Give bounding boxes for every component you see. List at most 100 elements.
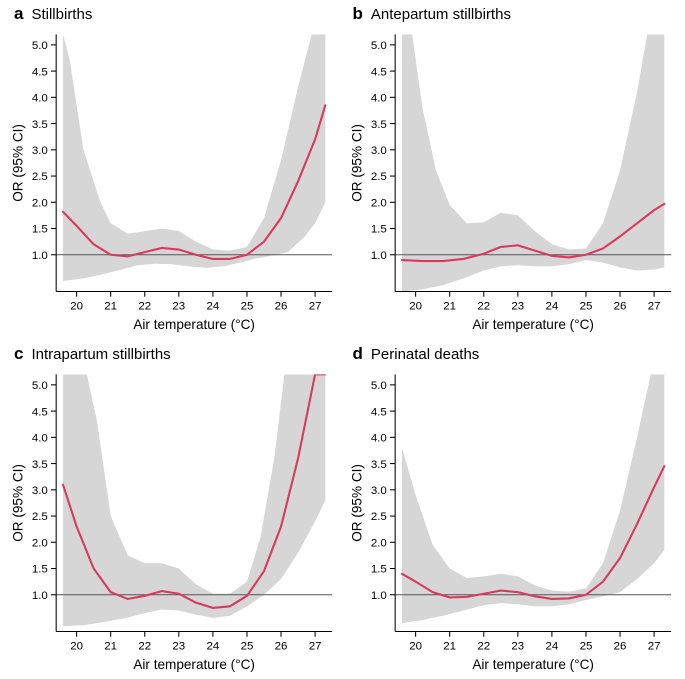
y-tick-label: 4.5 <box>370 66 386 78</box>
panel-letter: a <box>14 4 23 24</box>
y-tick-label: 3.0 <box>370 485 386 497</box>
chart-area: 20 21 22 23 24 25 26 27 1.0 1.5 2.0 2.5 3.0 3.5 4.0 4.5… <box>345 366 680 679</box>
y-tick-label: 2.5 <box>32 511 48 523</box>
x-tick-label: 23 <box>511 300 524 312</box>
x-tick-label: 21 <box>104 640 117 652</box>
panel-letter: b <box>353 4 363 24</box>
x-tick-label: 22 <box>477 640 490 652</box>
ci-region <box>401 34 663 291</box>
y-tick-label: 4.0 <box>370 93 386 105</box>
panel-letter: c <box>14 344 23 364</box>
panel-title: Perinatal deaths <box>371 346 479 363</box>
x-tick-label: 23 <box>172 640 185 652</box>
y-tick-label: 1.5 <box>32 224 48 236</box>
x-axis-label: Air temperature (°C) <box>133 317 255 332</box>
y-tick-label: 3.5 <box>370 119 386 131</box>
x-tick-label: 25 <box>241 300 254 312</box>
x-axis-label: Air temperature (°C) <box>472 317 594 332</box>
chart-svg: 20 21 22 23 24 25 26 27 1.0 1.5 2.0 2.5 3.0 3.5 4.0 4.5… <box>345 366 680 679</box>
y-tick-label: 5.0 <box>370 40 386 52</box>
y-tick-label: 5.0 <box>32 40 48 52</box>
y-tick-label: 2.0 <box>370 197 386 209</box>
y-tick-label: 1.0 <box>32 250 48 262</box>
y-tick-label: 1.0 <box>32 590 48 602</box>
x-axis-label: Air temperature (°C) <box>133 657 255 672</box>
x-tick-label: 27 <box>647 300 660 312</box>
y-tick-label: 2.5 <box>370 171 386 183</box>
y-tick-label: 2.0 <box>370 537 386 549</box>
y-tick-label: 1.5 <box>370 563 386 575</box>
y-tick-label: 5.0 <box>370 380 386 392</box>
x-tick-label: 21 <box>443 640 456 652</box>
panel-title: Stillbirths <box>31 6 92 23</box>
y-tick-label: 1.5 <box>370 224 386 236</box>
panel-title: Intrapartum stillbirths <box>31 346 170 363</box>
x-tick-label: 23 <box>511 640 524 652</box>
chart-area: 20 21 22 23 24 25 26 27 1.0 1.5 2.0 2.5 3.0 3.5 4.0 4.5… <box>345 26 680 340</box>
y-tick-label: 1.0 <box>370 590 386 602</box>
x-tick-label: 25 <box>579 640 592 652</box>
x-tick-label: 20 <box>409 300 422 312</box>
panel-c: c Intrapartum stillbirths 20 21 22 23 24 25 26 27… <box>6 344 341 679</box>
x-tick-label: 27 <box>647 640 660 652</box>
x-tick-label: 27 <box>309 640 322 652</box>
x-tick-label: 27 <box>309 300 322 312</box>
y-axis-label: OR (95% CI) <box>349 464 364 542</box>
panel-title-row: d Perinatal deaths <box>345 344 680 364</box>
x-tick-label: 25 <box>579 300 592 312</box>
x-tick-label: 24 <box>545 300 558 312</box>
y-axis-label: OR (95% CI) <box>11 124 26 202</box>
panel-grid: a Stillbirths 20 21 22 23 24 25 26 27 1.0 1.5 2.0 2.5… <box>0 0 685 670</box>
y-tick-label: 2.5 <box>370 511 386 523</box>
y-tick-label: 3.0 <box>32 485 48 497</box>
y-axis-label: OR (95% CI) <box>349 124 364 202</box>
x-tick-label: 23 <box>172 300 185 312</box>
panel-d: dPerinatal deaths20212223242526271.01.52… <box>345 344 680 679</box>
x-tick-label: 22 <box>138 640 151 652</box>
y-tick-label: 3.5 <box>32 119 48 131</box>
x-tick-label: 20 <box>70 640 83 652</box>
ci-region <box>63 374 325 626</box>
panel-a: aStillbirths20212223242526271.01.52.02.5… <box>6 4 341 340</box>
x-tick-label: 26 <box>613 300 626 312</box>
chart-area: 20 21 22 23 24 25 26 27 1.0 1.5 2.0 2.5 3.0 3.5 4.0 4.5… <box>6 366 341 679</box>
chart-svg: 20 21 22 23 24 25 26 27 1.0 1.5 2.0 2.5 3.0 3.5 4.0 4.5… <box>6 366 341 679</box>
y-tick-label: 2.0 <box>32 197 48 209</box>
chart-svg: 20 21 22 23 24 25 26 27 1.0 1.5 2.0 2.5 3.0 3.5 4.0 4.5… <box>345 26 680 340</box>
x-tick-label: 25 <box>241 640 254 652</box>
y-tick-label: 3.5 <box>370 458 386 470</box>
y-tick-label: 4.5 <box>32 66 48 78</box>
y-tick-label: 3.0 <box>370 145 386 157</box>
y-tick-label: 4.5 <box>370 406 386 418</box>
x-tick-label: 24 <box>545 640 558 652</box>
x-tick-label: 21 <box>443 300 456 312</box>
y-tick-label: 4.5 <box>32 406 48 418</box>
x-tick-label: 24 <box>207 640 220 652</box>
x-tick-label: 20 <box>70 300 83 312</box>
y-tick-label: 3.0 <box>32 145 48 157</box>
x-tick-label: 21 <box>104 300 117 312</box>
y-tick-label: 3.5 <box>32 458 48 470</box>
y-tick-label: 2.5 <box>32 171 48 183</box>
y-tick-label: 4.0 <box>370 432 386 444</box>
panel-b: b Antepartum stillbirths 20 21 22 23 24 25 26 27 1… <box>345 4 680 340</box>
y-tick-label: 2.0 <box>32 537 48 549</box>
panel-title-row: c Intrapartum stillbirths <box>6 344 341 364</box>
ci-region <box>63 34 325 281</box>
x-tick-label: 26 <box>613 640 626 652</box>
y-axis-label: OR (95% CI) <box>11 464 26 542</box>
y-tick-label: 4.0 <box>32 432 48 444</box>
x-tick-label: 26 <box>275 300 288 312</box>
y-tick-label: 1.5 <box>32 563 48 575</box>
panel-title-row: a Stillbirths <box>6 4 341 24</box>
x-tick-label: 26 <box>275 640 288 652</box>
x-tick-label: 24 <box>207 300 220 312</box>
x-tick-label: 20 <box>409 640 422 652</box>
x-tick-label: 22 <box>477 300 490 312</box>
y-tick-label: 1.0 <box>370 250 386 262</box>
panel-letter: d <box>353 344 363 364</box>
y-tick-label: 4.0 <box>32 93 48 105</box>
ci-region <box>401 374 663 623</box>
panel-title: Antepartum stillbirths <box>371 6 511 23</box>
y-tick-label: 5.0 <box>32 380 48 392</box>
